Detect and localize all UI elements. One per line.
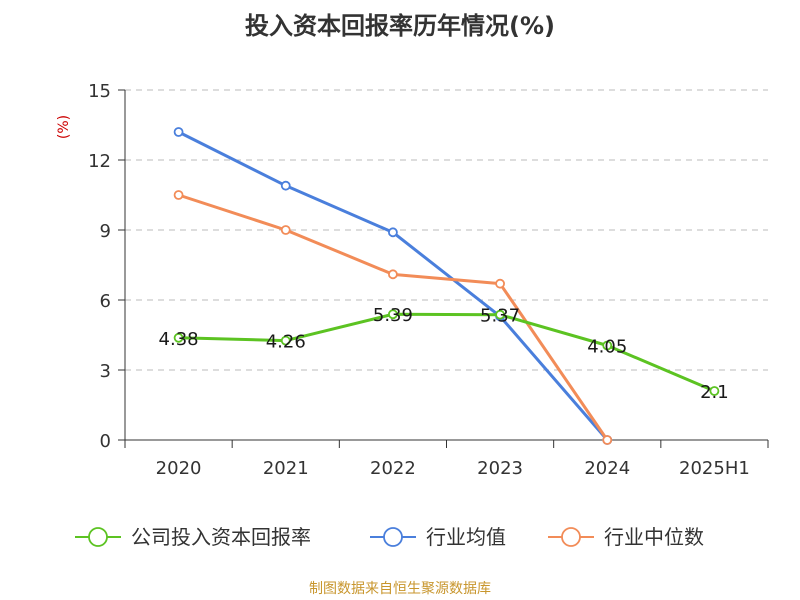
chart-title: 投入资本回报率历年情况(%) <box>245 12 555 40</box>
series-line-0 <box>178 312 716 393</box>
y-tick-label-12: 12 <box>88 151 111 172</box>
y-tick-label-15: 15 <box>88 81 111 102</box>
data-label-2020: 4.38 <box>159 329 199 350</box>
series-2-point-2022 <box>388 269 398 280</box>
series-2-point-2020 <box>173 190 184 200</box>
legend-label-0: 公司投入资本回报率 <box>131 525 311 549</box>
data-label-2022: 5.39 <box>373 305 413 326</box>
x-tick-label-2024: 2024 <box>584 458 630 479</box>
series-2-point-2023 <box>495 278 505 289</box>
series-2-point-2024 <box>602 435 613 445</box>
series-0-point-2020 <box>173 332 184 343</box>
y-tick-label-9: 9 <box>100 221 111 242</box>
source-note: 制图数据来自恒生聚源数据库 <box>309 581 491 597</box>
x-tick-label-2021: 2021 <box>263 458 309 479</box>
y-axis-unit-label: (%) <box>56 115 72 139</box>
data-label-2021: 4.26 <box>266 332 306 353</box>
series-1-point-2022 <box>388 227 398 238</box>
data-label-2025H1: 2.1 <box>700 382 729 403</box>
y-tick-label-0: 0 <box>100 431 111 452</box>
series-0-point-2021 <box>280 335 291 346</box>
series-0-point-2024 <box>602 340 613 351</box>
legend-marker-2 <box>561 527 581 547</box>
y-tick-label-3: 3 <box>100 361 111 382</box>
data-label-2023: 5.37 <box>480 306 520 327</box>
series-2-point-2021 <box>280 225 291 235</box>
legend-label-1: 行业均值 <box>426 525 506 549</box>
y-tick-label-6: 6 <box>100 291 111 312</box>
legend-marker-0 <box>88 527 108 547</box>
series-1-point-2020 <box>173 127 184 137</box>
series-0-point-2025H1 <box>709 386 720 396</box>
x-tick-label-2023: 2023 <box>477 458 523 479</box>
x-tick-label-2025H1: 2025H1 <box>679 458 750 479</box>
x-tick-label-2022: 2022 <box>370 458 416 479</box>
series-0-point-2023 <box>495 309 505 320</box>
legend-marker-1 <box>383 527 403 547</box>
x-tick-label-2020: 2020 <box>156 458 202 479</box>
data-label-2024: 4.05 <box>587 337 627 358</box>
legend-label-2: 行业中位数 <box>604 525 704 549</box>
series-0-point-2022 <box>388 309 398 320</box>
series-line-1 <box>177 130 609 441</box>
series-1-point-2021 <box>280 180 291 191</box>
